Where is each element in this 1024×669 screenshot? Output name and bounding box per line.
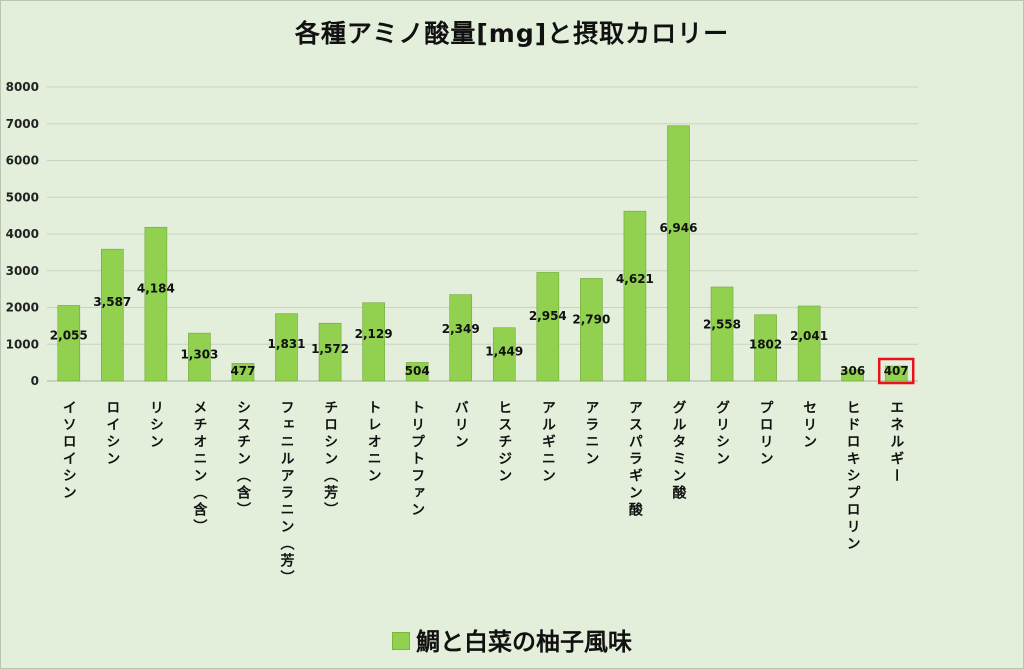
data-label: 2,349	[442, 322, 480, 336]
y-tick-label: 1000	[6, 337, 39, 351]
bar	[884, 365, 908, 382]
bar	[492, 327, 516, 382]
data-label: 2,954	[529, 309, 567, 323]
data-label: 2,558	[703, 318, 741, 332]
category-label: プロリン	[758, 400, 774, 468]
category-label: トリプトファン	[409, 400, 425, 519]
data-label: 6,946	[659, 221, 697, 235]
data-label: 477	[230, 364, 255, 378]
bar	[667, 125, 690, 382]
category-label: ロイシン	[104, 400, 120, 468]
bar	[188, 332, 211, 382]
data-label: 2,041	[790, 329, 828, 343]
legend-label: 鯛と白菜の柚子風味	[416, 628, 632, 656]
bar	[710, 286, 734, 382]
bar	[797, 305, 821, 382]
bar	[318, 322, 342, 382]
bar	[362, 302, 385, 382]
data-label: 1,831	[268, 337, 306, 351]
data-label: 2,790	[572, 312, 610, 326]
data-label: 1,303	[180, 348, 218, 362]
data-label: 1,449	[485, 345, 523, 359]
category-label: アルギニン	[540, 400, 556, 485]
category-label: エネルギー	[888, 400, 904, 485]
data-label: 3,587	[93, 295, 131, 309]
y-tick-label: 2000	[6, 301, 39, 315]
bar	[405, 362, 429, 382]
bar	[101, 248, 124, 382]
category-label: トレオニン	[366, 400, 382, 485]
bar	[144, 226, 168, 382]
category-label: フェニルアラニン（芳）	[279, 400, 296, 587]
category-label: ヒスチジン	[496, 400, 512, 485]
data-label: 2,129	[355, 327, 393, 341]
bar	[449, 294, 473, 382]
y-tick-label: 6000	[6, 154, 39, 168]
bar	[623, 210, 647, 382]
highlight-box	[877, 357, 915, 385]
category-label: セリン	[801, 400, 817, 451]
bar	[275, 313, 298, 382]
y-tick-label: 8000	[6, 80, 39, 94]
category-label: ヒドロキシプロリン	[845, 400, 861, 553]
y-tick-label: 4000	[6, 227, 39, 241]
category-label: イソロイシン	[61, 400, 77, 502]
category-label: バリン	[453, 400, 469, 451]
bar	[231, 363, 255, 382]
data-label: 504	[405, 364, 430, 378]
data-label: 306	[840, 364, 865, 378]
category-label: アスパラギン酸	[627, 400, 643, 519]
category-label: チロシン（芳）	[322, 400, 339, 519]
chart-title: 各種アミノ酸量[mg]と摂取カロリー	[294, 19, 730, 48]
bar	[536, 272, 560, 382]
category-label: メチオニン（含）	[191, 400, 208, 536]
data-label: 4,621	[616, 272, 654, 286]
data-label: 1802	[749, 338, 782, 352]
data-label: 2,055	[50, 329, 88, 343]
category-label: リシン	[148, 400, 164, 451]
bar	[57, 305, 81, 382]
bar	[580, 278, 603, 382]
bar	[841, 369, 864, 382]
y-tick-label: 0	[31, 374, 39, 388]
y-tick-label: 7000	[6, 117, 39, 131]
data-label: 1,572	[311, 342, 349, 356]
category-label: グリシン	[714, 399, 730, 468]
data-label: 407	[884, 364, 909, 378]
category-label: グルタミン酸	[670, 399, 686, 502]
y-tick-label: 3000	[6, 264, 39, 278]
bar	[754, 314, 777, 382]
data-label: 4,184	[137, 282, 175, 296]
category-label: アラニン	[583, 400, 599, 468]
legend-swatch	[392, 632, 410, 650]
legend: 鯛と白菜の柚子風味	[0, 622, 1024, 657]
category-label: シスチン（含）	[235, 400, 252, 519]
y-tick-label: 5000	[6, 190, 39, 204]
